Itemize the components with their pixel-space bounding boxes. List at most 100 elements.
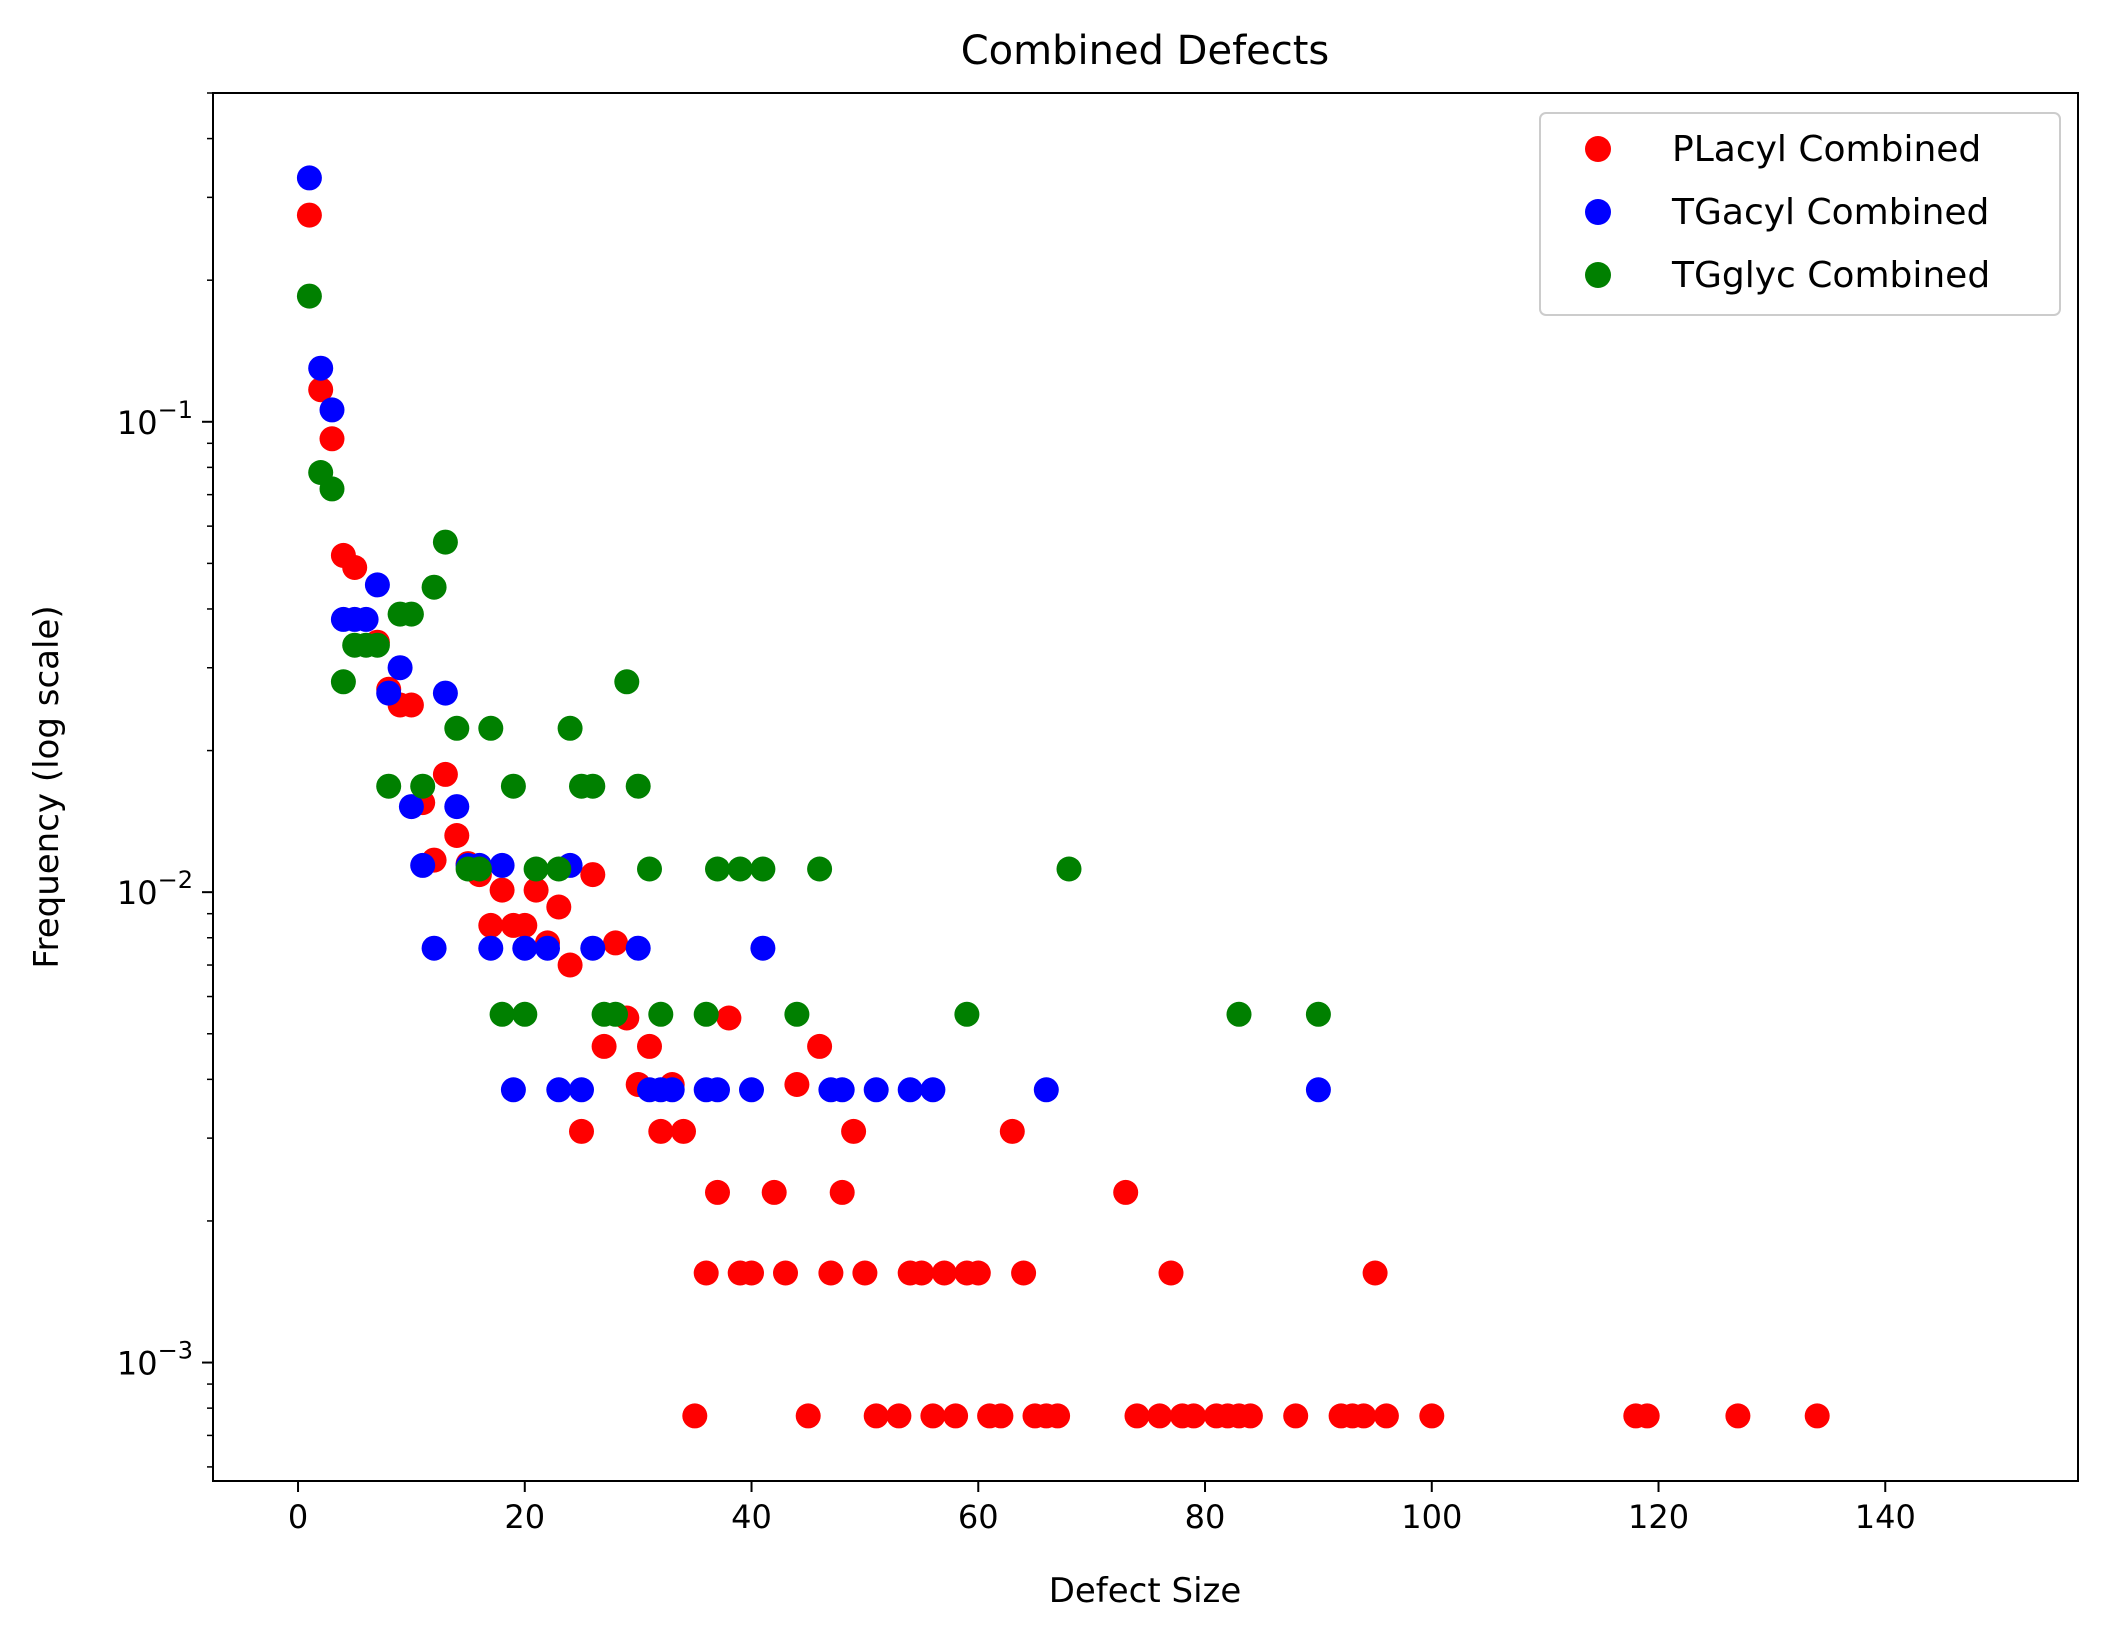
data-point: [478, 912, 504, 938]
data-point: [546, 1077, 572, 1103]
data-point: [432, 680, 458, 706]
data-point: [523, 856, 549, 882]
data-point: [580, 935, 606, 961]
data-point: [761, 1179, 787, 1205]
plot-marks: [296, 165, 1830, 1429]
data-point: [784, 1001, 810, 1027]
y-axis-label: Frequency (log scale): [27, 605, 67, 968]
chart-title: Combined Defects: [961, 28, 1330, 74]
data-point: [705, 856, 730, 882]
data-point: [1011, 1260, 1037, 1286]
data-point: [897, 1077, 923, 1103]
data-point: [1113, 1179, 1139, 1205]
data-point: [637, 856, 662, 882]
data-point: [829, 1077, 855, 1103]
data-point: [716, 1005, 742, 1031]
data-point: [512, 1001, 538, 1027]
data-point: [807, 1033, 833, 1059]
data-point: [1045, 1403, 1071, 1429]
y-axis: 10−1 10−2 10−3: [117, 92, 213, 1468]
legend-box: [1539, 112, 2061, 316]
data-point: [603, 1001, 628, 1027]
data-point: [671, 1118, 696, 1144]
data-point: [444, 715, 470, 741]
data-point: [364, 632, 390, 658]
data-point: [637, 1033, 662, 1059]
data-point: [444, 794, 470, 820]
x-tick-label: 140: [1855, 1498, 1916, 1536]
legend-label: TGacyl Combined: [1671, 192, 1989, 233]
data-point: [988, 1403, 1014, 1429]
data-point: [648, 1118, 674, 1144]
plot-frame: [212, 92, 2079, 1482]
data-point: [965, 1260, 991, 1286]
data-point: [364, 572, 390, 598]
data-point: [580, 862, 606, 888]
data-point: [1305, 1077, 1331, 1103]
data-point: [1373, 1403, 1399, 1429]
data-point: [841, 1118, 867, 1144]
data-point: [319, 426, 345, 452]
data-point: [818, 1260, 844, 1286]
data-point: [795, 1403, 821, 1429]
data-point: [693, 1001, 719, 1027]
legend: PLacyl Combined TGacyl Combined TGglyc Com…: [1539, 112, 2061, 316]
data-point: [546, 856, 572, 882]
data-point: [920, 1403, 946, 1429]
data-point: [308, 377, 334, 403]
data-point: [1804, 1403, 1830, 1429]
x-tick-label: 120: [1628, 1498, 1689, 1536]
data-point: [308, 355, 334, 381]
data-point: [421, 935, 447, 961]
data-point: [512, 935, 538, 961]
x-tick-label: 0: [288, 1498, 308, 1536]
data-point: [500, 1077, 526, 1103]
data-point: [398, 794, 424, 820]
data-point: [659, 1077, 685, 1103]
data-point: [557, 715, 583, 741]
data-point: [750, 856, 776, 882]
data-point: [444, 823, 470, 848]
data-point: [353, 606, 379, 632]
data-point: [500, 773, 526, 799]
data-point: [546, 894, 572, 920]
legend-label: PLacyl Combined: [1672, 129, 1981, 170]
data-point: [625, 935, 651, 961]
data-point: [739, 1077, 764, 1103]
data-point: [863, 1077, 889, 1103]
data-point: [1237, 1403, 1263, 1429]
data-point: [1362, 1260, 1388, 1286]
data-point: [1283, 1403, 1309, 1429]
data-point: [466, 856, 492, 882]
data-point: [773, 1260, 798, 1286]
data-point: [489, 852, 515, 878]
data-point: [1725, 1403, 1751, 1429]
data-point: [569, 1118, 594, 1144]
data-point: [750, 935, 776, 961]
data-point: [931, 1260, 957, 1286]
data-point: [557, 952, 583, 978]
data-point: [727, 856, 753, 882]
y-tick-label: 10−1: [117, 396, 193, 442]
x-tick-label: 80: [1185, 1498, 1226, 1536]
legend-label: TGglyc Combined: [1671, 255, 1990, 296]
data-point: [387, 655, 413, 681]
data-point: [920, 1077, 946, 1103]
data-point: [319, 476, 345, 502]
x-axis-label: Defect Size: [1049, 1571, 1242, 1611]
data-point: [1181, 1403, 1207, 1429]
data-point: [569, 1077, 594, 1103]
data-point: [807, 856, 833, 882]
data-point: [296, 165, 322, 191]
data-point: [1147, 1403, 1173, 1429]
data-point: [1419, 1403, 1445, 1429]
data-point: [410, 852, 436, 878]
data-point: [603, 930, 628, 956]
data-point: [1124, 1403, 1150, 1429]
data-point: [432, 529, 458, 555]
data-point: [1351, 1403, 1377, 1429]
data-point: [319, 397, 345, 423]
data-point: [943, 1403, 969, 1429]
data-point: [432, 761, 458, 787]
data-point: [693, 1260, 719, 1286]
